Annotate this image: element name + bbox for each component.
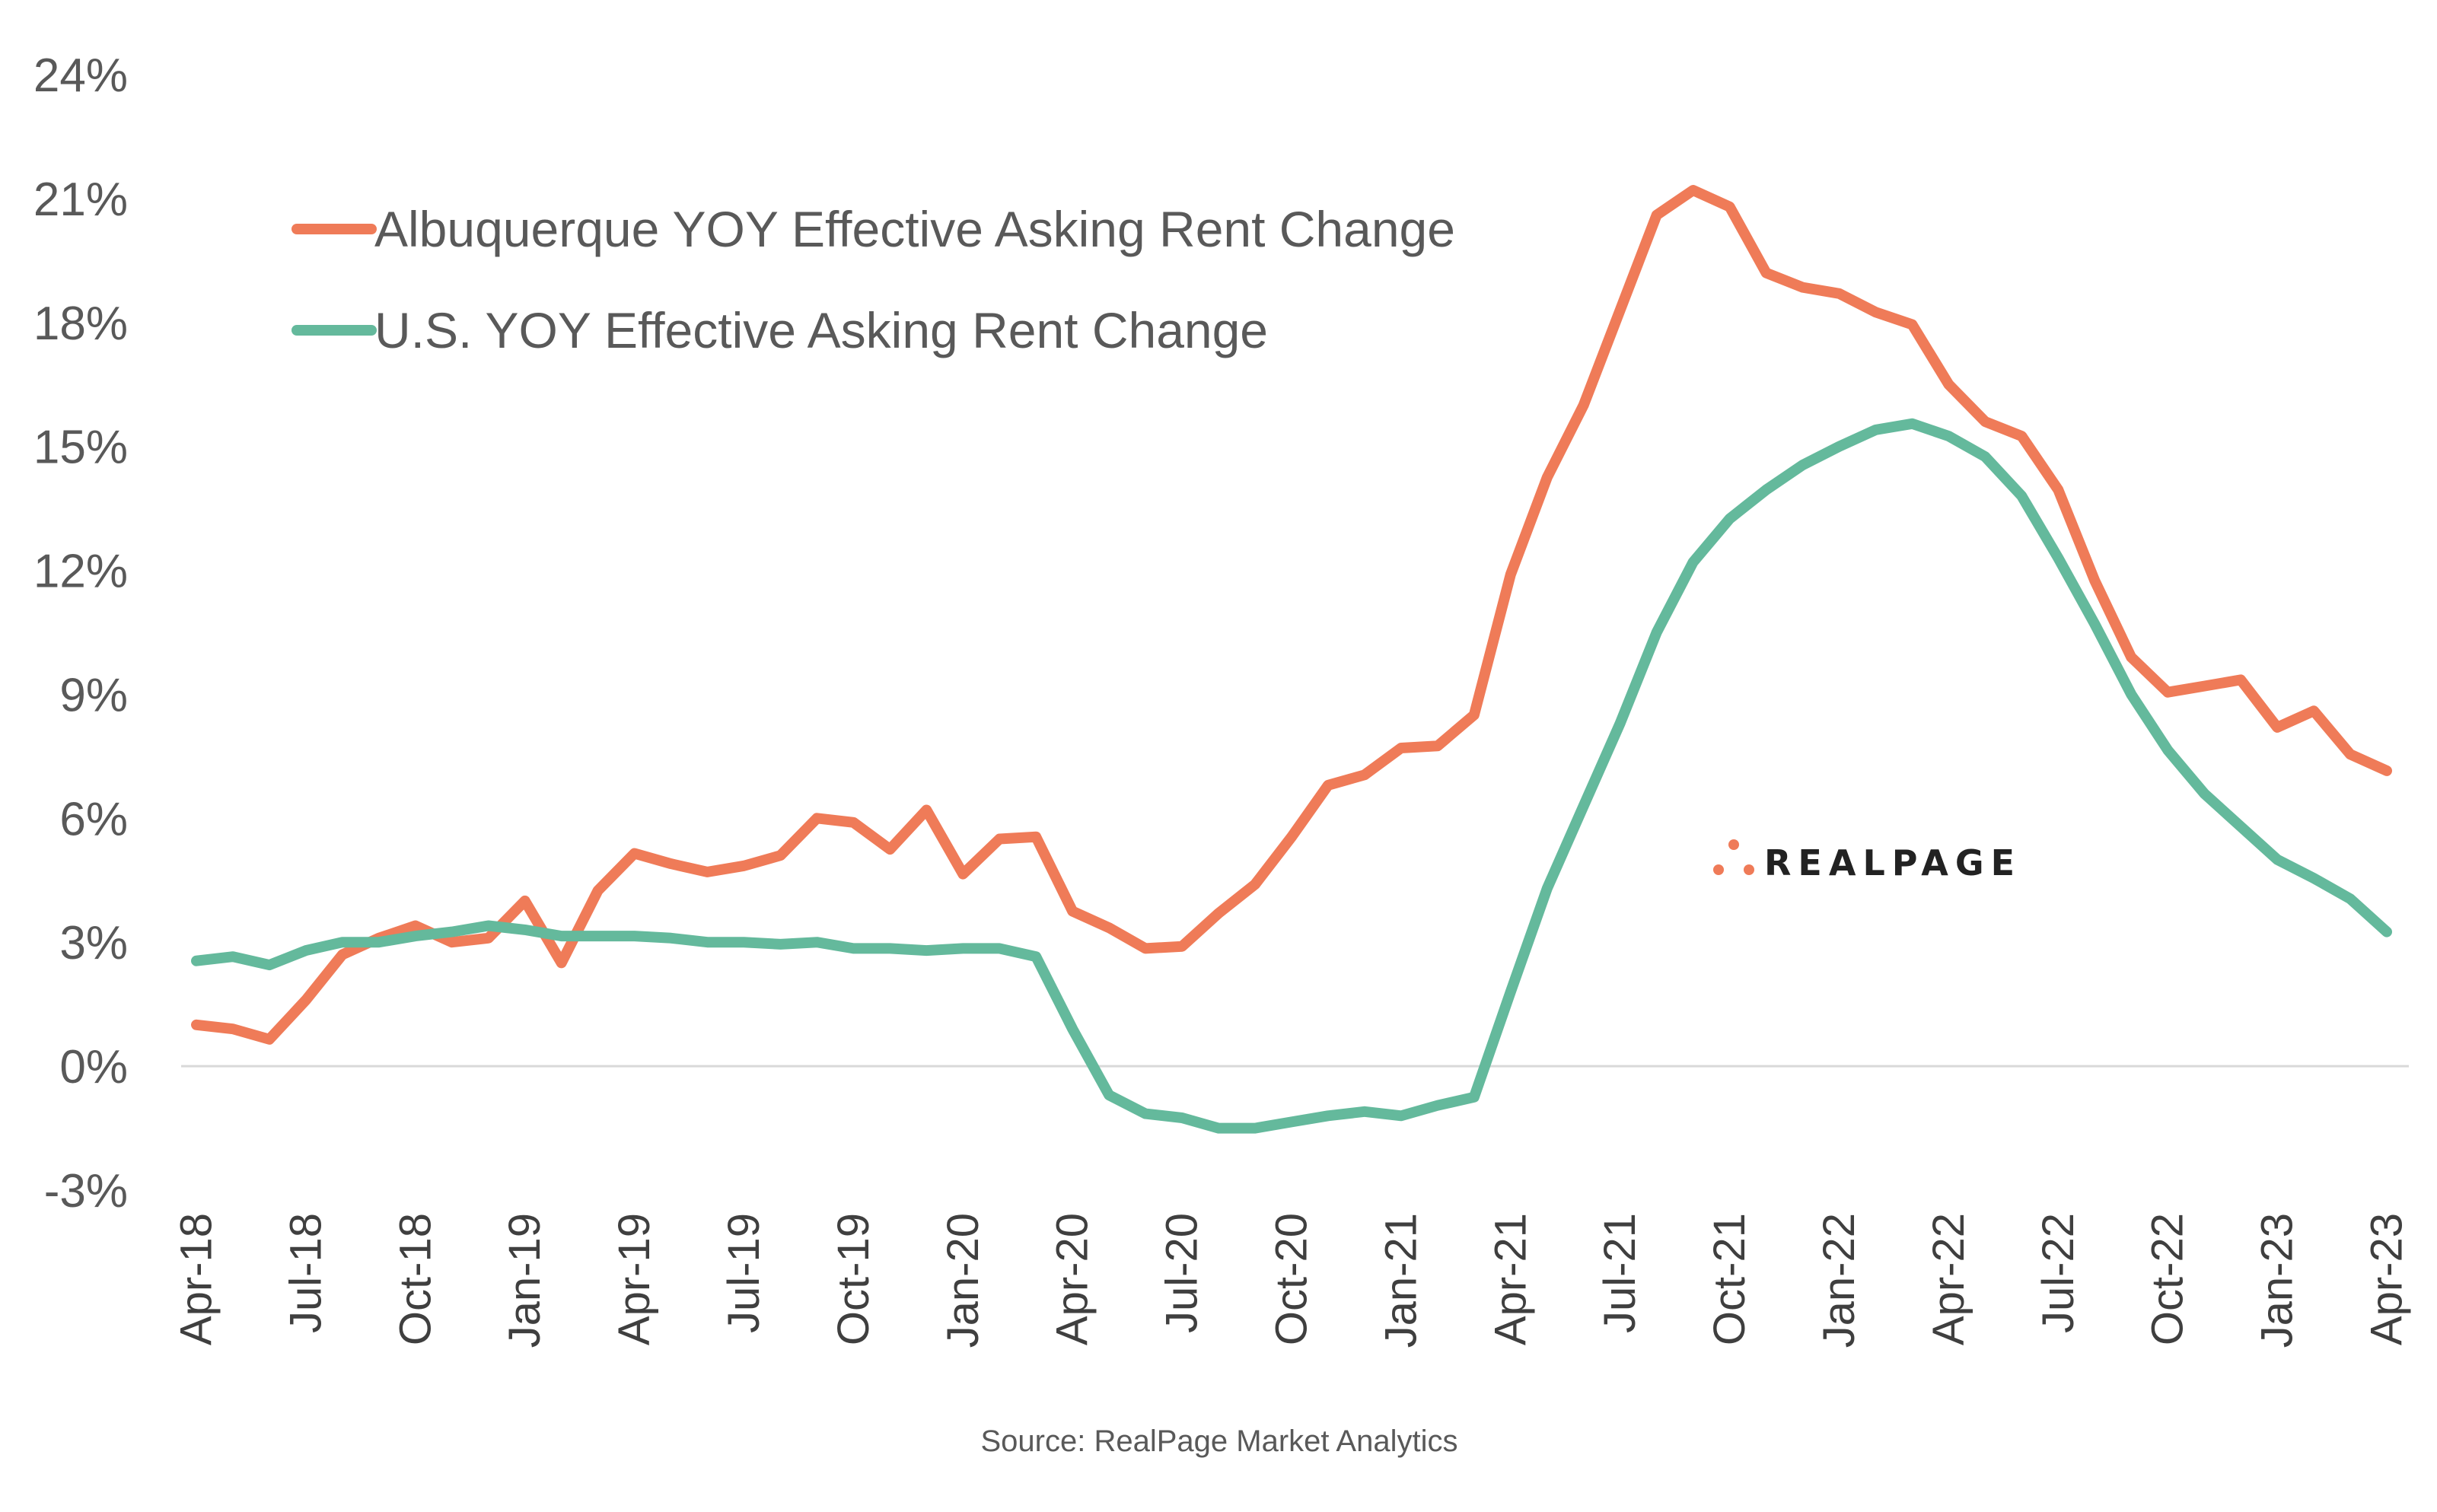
y-tick-label: 0% [59,1041,128,1093]
x-tick-label: Jan-21 [1376,1213,1426,1348]
x-tick-label: Apr-18 [172,1213,221,1345]
x-tick-label: Jul-22 [2034,1213,2083,1333]
series-line-us [191,418,2392,1134]
logo-dot-left [1713,864,1724,875]
y-tick-label: 6% [59,793,128,845]
x-tick-label: Apr-19 [610,1213,659,1345]
series-line-albuquerque [191,185,2392,1045]
x-tick-label: Apr-22 [1924,1213,1973,1345]
source-note: Source: RealPage Market Analytics [981,1424,1458,1458]
x-tick-label: Jan-19 [500,1213,550,1348]
legend-label-us: U.S. YOY Effective Asking Rent Change [374,302,1268,358]
legend-label-albuquerque: Albuquerque YOY Effective Asking Rent Ch… [374,201,1455,257]
y-tick-label: 12% [33,546,128,598]
x-tick-label: Apr-20 [1048,1213,1097,1345]
x-tick-label: Oct-22 [2143,1213,2193,1345]
x-tick-label: Oct-20 [1267,1213,1317,1345]
logo-dot-right [1744,864,1754,875]
x-tick-label: Jan-22 [1814,1213,1864,1348]
x-tick-label: Jul-18 [281,1213,330,1333]
legend: Albuquerque YOY Effective Asking Rent Ch… [291,201,1455,358]
y-tick-label: -3% [44,1165,128,1218]
y-tick-label: 3% [59,917,128,969]
x-tick-label: Jan-23 [2253,1213,2302,1348]
y-tick-label: 15% [33,422,128,474]
y-tick-label: 21% [33,173,128,226]
series-group [191,185,2392,1134]
x-tick-label: Apr-21 [1486,1213,1535,1345]
x-tick-label: Jul-20 [1158,1213,1207,1333]
x-tick-label: Oct-18 [390,1213,440,1345]
y-tick-label: 24% [33,49,128,102]
x-tick-label: Jan-20 [938,1213,988,1348]
x-axis: Apr-18 Jul-18 Oct-18 Jan-19 Apr-19 Jul-19 Oct-… [172,1213,2412,1348]
y-tick-label: 9% [59,669,128,721]
y-axis: -3% 0% 3% 6% 9% 12% 15% 18% 21% 24% [33,49,128,1218]
x-tick-label: Oct-19 [829,1213,878,1345]
y-tick-label: 18% [33,298,128,350]
logo-wordmark: REALPAGE [1764,842,2021,883]
x-tick-label: Oct-21 [1705,1213,1754,1345]
logo-dot-top [1728,839,1739,850]
x-tick-label: Jul-21 [1595,1213,1645,1333]
x-tick-label: Jul-19 [719,1213,769,1333]
realpage-logo: REALPAGE [1713,839,2021,883]
x-tick-label: Apr-23 [2362,1213,2412,1345]
